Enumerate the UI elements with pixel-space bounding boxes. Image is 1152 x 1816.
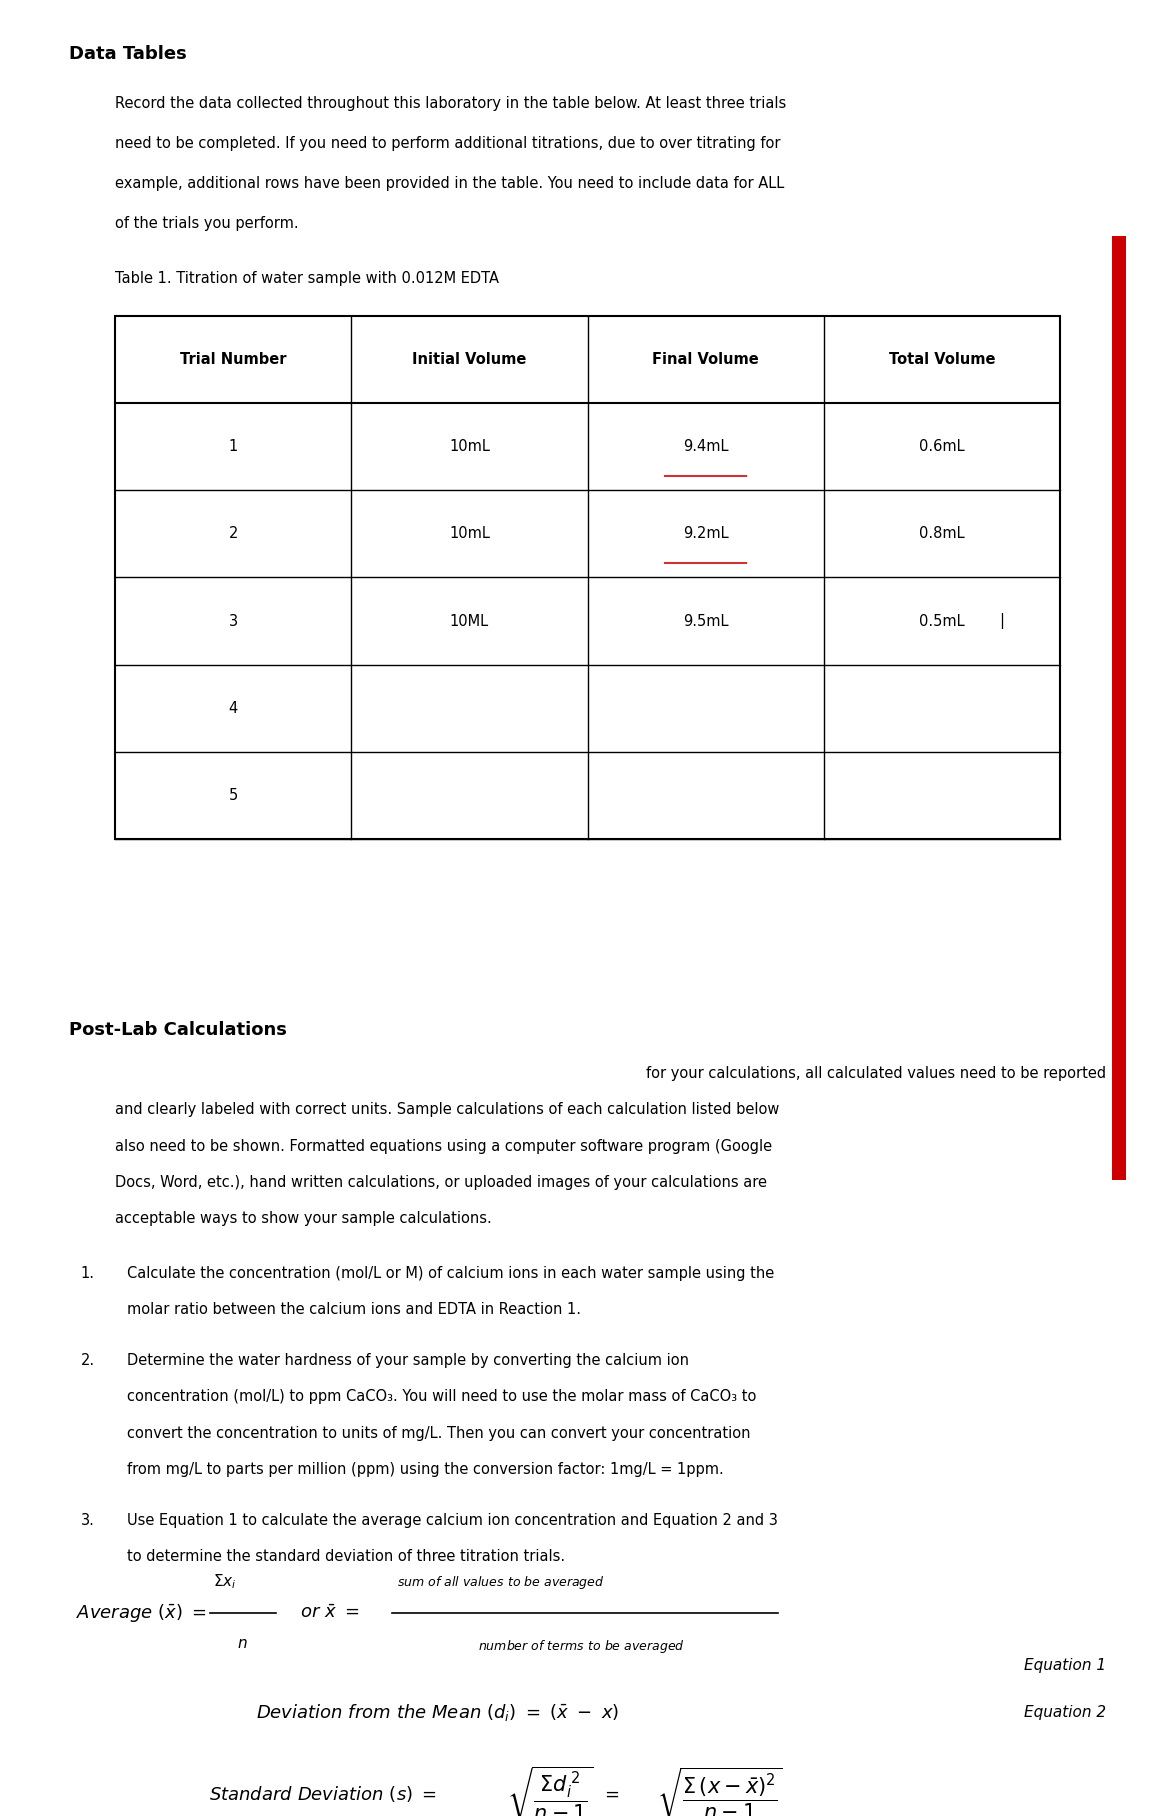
Text: $\mathit{sum\ of\ all\ values\ to\ be\ averaged}$: $\mathit{sum\ of\ all\ values\ to\ be\ a… <box>397 1574 605 1591</box>
Text: Use Equation 1 to calculate the average calcium ion concentration and Equation 2: Use Equation 1 to calculate the average … <box>127 1513 778 1527</box>
Text: 0.5mL: 0.5mL <box>919 614 964 628</box>
Text: $=$: $=$ <box>601 1785 620 1803</box>
Text: Equation 2: Equation 2 <box>1024 1705 1106 1720</box>
Text: from mg/L to parts per million (ppm) using the conversion factor: 1mg/L = 1ppm.: from mg/L to parts per million (ppm) usi… <box>127 1462 723 1476</box>
Text: 1: 1 <box>228 439 238 454</box>
Text: 2: 2 <box>228 527 238 541</box>
Text: Post-Lab Calculations: Post-Lab Calculations <box>69 1021 287 1039</box>
Text: Total Volume: Total Volume <box>888 352 995 367</box>
Text: convert the concentration to units of mg/L. Then you can convert your concentrat: convert the concentration to units of mg… <box>127 1426 750 1440</box>
Text: Docs, Word, etc.), hand written calculations, or uploaded images of your calcula: Docs, Word, etc.), hand written calculat… <box>115 1175 767 1189</box>
Text: to determine the standard deviation of three titration trials.: to determine the standard deviation of t… <box>127 1549 564 1564</box>
Text: 9.2mL: 9.2mL <box>683 527 728 541</box>
Text: $Average\ (\bar{x})\ =\ $: $Average\ (\bar{x})\ =\ $ <box>76 1602 207 1624</box>
Text: also need to be shown. Formatted equations using a computer software program (Go: also need to be shown. Formatted equatio… <box>115 1139 772 1153</box>
Text: Record the data collected throughout this laboratory in the table below. At leas: Record the data collected throughout thi… <box>115 96 787 111</box>
Text: Table 1. Titration of water sample with 0.012M EDTA: Table 1. Titration of water sample with … <box>115 271 499 285</box>
Text: Initial Volume: Initial Volume <box>412 352 526 367</box>
Text: and clearly labeled with correct units. Sample calculations of each calculation : and clearly labeled with correct units. … <box>115 1102 780 1117</box>
Bar <box>115 316 1060 403</box>
Text: $Deviation\ from\ the\ Mean\ (d_i)\ =\ (\bar{x}\ -\ x)$: $Deviation\ from\ the\ Mean\ (d_i)\ =\ (… <box>256 1702 620 1723</box>
Text: 0.8mL: 0.8mL <box>919 527 964 541</box>
Text: $\sqrt{\dfrac{\Sigma d_i^{\,2}}{n-1}}$: $\sqrt{\dfrac{\Sigma d_i^{\,2}}{n-1}}$ <box>507 1765 593 1816</box>
Text: $\mathit{number\ of\ terms\ to\ be\ averaged}$: $\mathit{number\ of\ terms\ to\ be\ aver… <box>478 1638 685 1654</box>
Text: concentration (mol/L) to ppm CaCO₃. You will need to use the molar mass of CaCO₃: concentration (mol/L) to ppm CaCO₃. You … <box>127 1389 756 1404</box>
Text: example, additional rows have been provided in the table. You need to include da: example, additional rows have been provi… <box>115 176 785 191</box>
Text: 9.4mL: 9.4mL <box>683 439 728 454</box>
Text: of the trials you perform.: of the trials you perform. <box>115 216 298 231</box>
Text: acceptable ways to show your sample calculations.: acceptable ways to show your sample calc… <box>115 1211 492 1226</box>
Bar <box>115 316 1060 839</box>
Text: $\sqrt{\dfrac{\Sigma\,(x-\bar{x})^2}{n-1}}$: $\sqrt{\dfrac{\Sigma\,(x-\bar{x})^2}{n-1… <box>657 1765 782 1816</box>
Text: 3: 3 <box>229 614 237 628</box>
Text: 10mL: 10mL <box>449 439 490 454</box>
Text: 4: 4 <box>228 701 238 716</box>
Text: 10ML: 10ML <box>450 614 488 628</box>
Text: 5: 5 <box>228 788 238 803</box>
Text: $Standard\ Deviation\ (s)\ =$: $Standard\ Deviation\ (s)\ =$ <box>209 1783 437 1805</box>
Text: Determine the water hardness of your sample by converting the calcium ion: Determine the water hardness of your sam… <box>127 1353 689 1367</box>
Text: Final Volume: Final Volume <box>652 352 759 367</box>
Text: |: | <box>999 614 1005 628</box>
Text: 9.5mL: 9.5mL <box>683 614 728 628</box>
Text: 1.: 1. <box>81 1266 94 1280</box>
Text: Data Tables: Data Tables <box>69 45 187 64</box>
Text: molar ratio between the calcium ions and EDTA in Reaction 1.: molar ratio between the calcium ions and… <box>127 1302 581 1317</box>
Text: need to be completed. If you need to perform additional titrations, due to over : need to be completed. If you need to per… <box>115 136 781 151</box>
Text: $n$: $n$ <box>236 1636 248 1651</box>
Text: 10mL: 10mL <box>449 527 490 541</box>
Text: $\Sigma x_i$: $\Sigma x_i$ <box>213 1573 236 1591</box>
Text: $or\ \bar{x}\ =$: $or\ \bar{x}\ =$ <box>300 1604 359 1622</box>
Text: 3.: 3. <box>81 1513 94 1527</box>
Text: 2.: 2. <box>81 1353 94 1367</box>
Text: Calculate the concentration (mol/L or M) of calcium ions in each water sample us: Calculate the concentration (mol/L or M)… <box>127 1266 774 1280</box>
Text: Trial Number: Trial Number <box>180 352 287 367</box>
Text: for your calculations, all calculated values need to be reported: for your calculations, all calculated va… <box>646 1066 1106 1081</box>
Bar <box>1112 236 1126 1180</box>
Text: Equation 1: Equation 1 <box>1024 1658 1106 1673</box>
Text: 0.6mL: 0.6mL <box>919 439 964 454</box>
